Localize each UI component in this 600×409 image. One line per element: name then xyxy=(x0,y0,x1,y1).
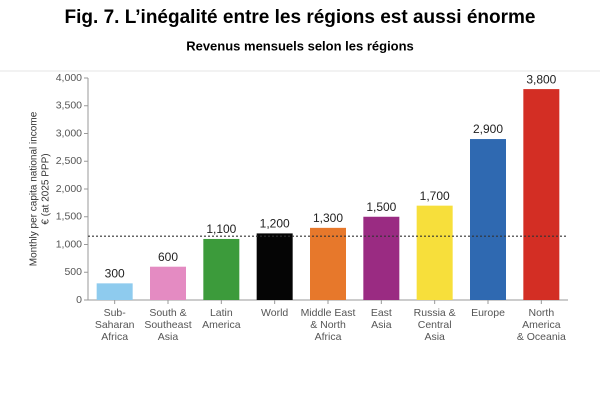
x-tick-label: World xyxy=(261,307,288,319)
value-label: 1,100 xyxy=(206,222,236,236)
x-tick-label: Africa xyxy=(315,331,342,343)
bar xyxy=(310,227,346,300)
x-tick-label: Russia & xyxy=(414,307,456,319)
x-tick-label: Central xyxy=(418,319,452,331)
bar xyxy=(470,139,506,300)
y-tick-label: 3,500 xyxy=(56,100,82,112)
chart-title: Fig. 7. L’inégalité entre les régions es… xyxy=(65,7,536,28)
value-label: 1,200 xyxy=(260,217,290,231)
x-tick-label: Europe xyxy=(471,307,505,319)
value-label: 1,500 xyxy=(366,200,396,214)
x-tick-label: Middle East xyxy=(301,307,356,319)
y-tick-label: 3,000 xyxy=(56,127,82,139)
y-tick-label: 1,500 xyxy=(56,211,82,223)
y-tick-label: 0 xyxy=(76,294,82,306)
bar xyxy=(203,238,240,300)
x-tick-label: Africa xyxy=(101,331,128,343)
bar xyxy=(150,266,186,300)
x-tick-label: South & xyxy=(149,307,186,319)
x-tick-label: North xyxy=(528,307,554,319)
x-tick-label: Sub- xyxy=(104,307,127,319)
x-tick-label: America xyxy=(522,319,561,331)
chart-subtitle: Revenus mensuels selon les régions xyxy=(186,38,414,53)
y-tick-label: 1,000 xyxy=(56,238,82,250)
x-tick-label: Southeast xyxy=(144,319,191,331)
x-tick-label: Saharan xyxy=(95,319,135,331)
value-label: 300 xyxy=(105,267,125,281)
bar xyxy=(96,283,133,300)
x-tick-label: America xyxy=(202,319,241,331)
bar xyxy=(416,205,453,300)
y-tick-label: 500 xyxy=(64,266,82,278)
bar xyxy=(523,89,560,300)
y-tick-label: 2,000 xyxy=(56,183,82,195)
y-tick-label: 2,500 xyxy=(56,155,82,167)
y-tick-label: 4,000 xyxy=(56,72,82,84)
x-tick-label: & North xyxy=(310,319,346,331)
x-tick-label: East xyxy=(371,307,392,319)
x-tick-label: Latin xyxy=(210,307,233,319)
bar xyxy=(363,216,400,300)
value-label: 3,800 xyxy=(526,72,556,86)
y-axis-title-line: € (at 2025 PPP) xyxy=(41,153,52,224)
x-tick-label: Asia xyxy=(158,331,179,343)
value-label: 1,700 xyxy=(420,189,450,203)
value-label: 600 xyxy=(158,250,178,264)
y-axis-title: Monthly per capita national income € (at… xyxy=(29,111,52,266)
x-tick-label: Asia xyxy=(424,331,445,343)
bar xyxy=(256,233,293,300)
x-tick-label: Asia xyxy=(371,319,392,331)
value-label: 2,900 xyxy=(473,122,503,136)
y-axis-title-line: Monthly per capita national income xyxy=(29,111,40,266)
x-tick-label: & Oceania xyxy=(517,331,566,343)
value-label: 1,300 xyxy=(313,211,343,225)
